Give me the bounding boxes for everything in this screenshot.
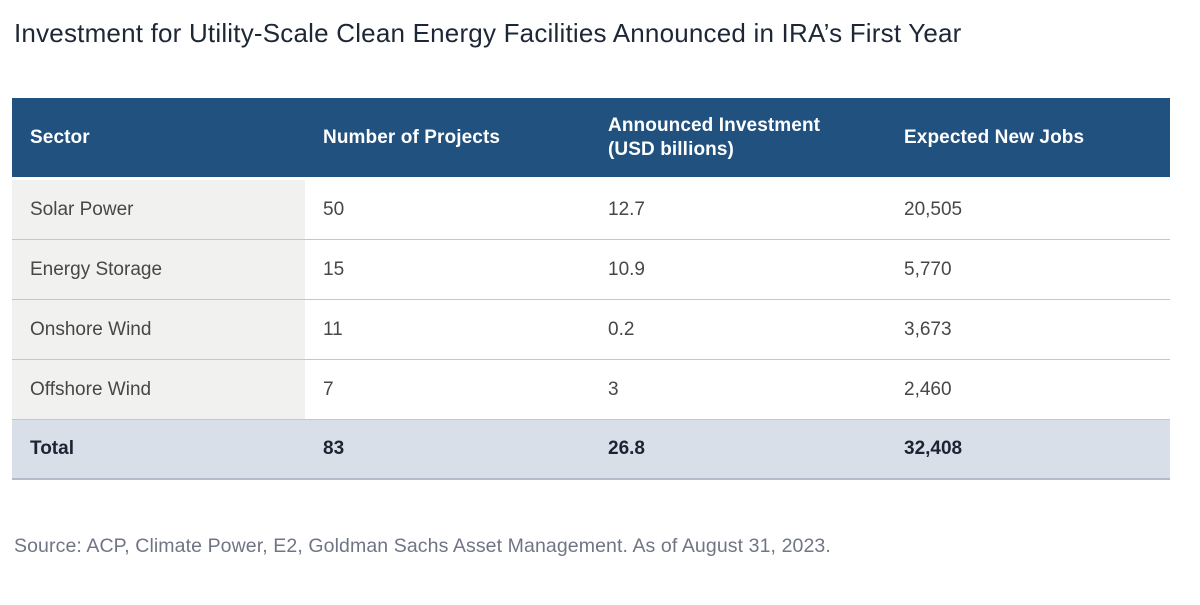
column-header-investment: Announced Investment (USD billions) xyxy=(590,98,886,180)
column-header-projects: Number of Projects xyxy=(305,98,590,180)
cell-jobs: 3,673 xyxy=(886,300,1170,360)
cell-total-label: Total xyxy=(12,420,305,480)
investment-table: Sector Number of Projects Announced Inve… xyxy=(12,98,1170,480)
column-header-sector: Sector xyxy=(12,98,305,180)
cell-sector: Onshore Wind xyxy=(12,300,305,360)
cell-jobs: 2,460 xyxy=(886,360,1170,420)
cell-total-investment: 26.8 xyxy=(590,420,886,480)
cell-investment: 12.7 xyxy=(590,180,886,240)
column-header-jobs: Expected New Jobs xyxy=(886,98,1170,180)
cell-total-jobs: 32,408 xyxy=(886,420,1170,480)
cell-sector: Solar Power xyxy=(12,180,305,240)
page-title: Investment for Utility-Scale Clean Energ… xyxy=(14,18,962,48)
cell-sector: Offshore Wind xyxy=(12,360,305,420)
table-row-offshore-wind: Offshore Wind 7 3 2,460 xyxy=(12,360,1170,420)
table-row-onshore-wind: Onshore Wind 11 0.2 3,673 xyxy=(12,300,1170,360)
cell-projects: 50 xyxy=(305,180,590,240)
cell-investment: 10.9 xyxy=(590,240,886,300)
cell-projects: 11 xyxy=(305,300,590,360)
cell-jobs: 20,505 xyxy=(886,180,1170,240)
cell-total-projects: 83 xyxy=(305,420,590,480)
cell-investment: 0.2 xyxy=(590,300,886,360)
cell-projects: 7 xyxy=(305,360,590,420)
table-body: Solar Power 50 12.7 20,505 Energy Storag… xyxy=(12,180,1170,480)
cell-jobs: 5,770 xyxy=(886,240,1170,300)
cell-projects: 15 xyxy=(305,240,590,300)
table-row-solar-power: Solar Power 50 12.7 20,505 xyxy=(12,180,1170,240)
table-header: Sector Number of Projects Announced Inve… xyxy=(12,98,1170,180)
table-row-total: Total 83 26.8 32,408 xyxy=(12,420,1170,480)
source-note: Source: ACP, Climate Power, E2, Goldman … xyxy=(14,535,831,557)
cell-sector: Energy Storage xyxy=(12,240,305,300)
header-row: Sector Number of Projects Announced Inve… xyxy=(12,98,1170,180)
cell-investment: 3 xyxy=(590,360,886,420)
table-row-energy-storage: Energy Storage 15 10.9 5,770 xyxy=(12,240,1170,300)
